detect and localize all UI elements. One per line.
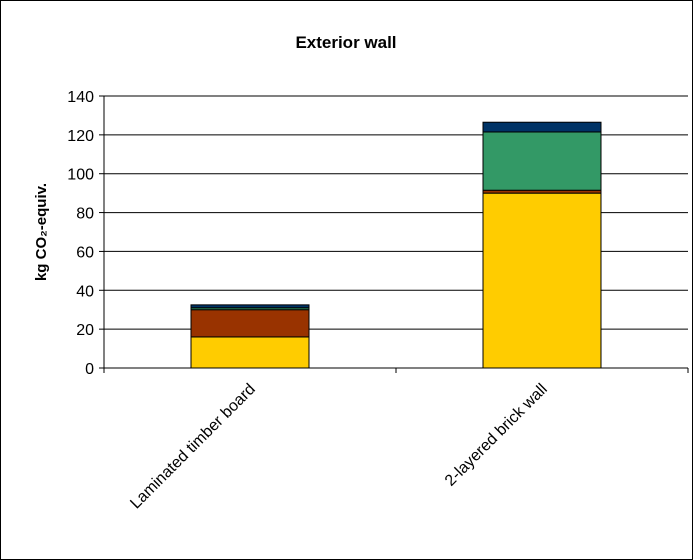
y-tick-label: 80	[76, 206, 94, 223]
y-tick-label: 120	[67, 128, 94, 145]
bar-segment	[482, 121, 602, 133]
x-category-label: 2-layered brick wall	[442, 381, 551, 490]
bars	[190, 121, 602, 369]
bar-segment	[482, 131, 602, 191]
bar-segment	[190, 309, 310, 338]
bar-segment	[190, 304, 310, 309]
y-tick-label: 20	[76, 322, 94, 339]
y-tick-label: 0	[85, 361, 94, 378]
y-tick-label: 140	[67, 89, 94, 106]
y-tick-label: 100	[67, 167, 94, 184]
chart-title: Exterior wall	[295, 33, 396, 52]
y-axis-label: kg CO₂-equiv.	[33, 183, 50, 281]
y-tick-label: 60	[76, 244, 94, 261]
bar-segment	[190, 336, 310, 369]
tick-labels: 0 20 40 60 80 100 120 140 Laminated timber board…	[67, 89, 551, 512]
x-category-label: Laminated timber board	[127, 381, 259, 513]
bar-segment	[482, 192, 602, 369]
axes	[99, 95, 689, 373]
y-tick-label: 40	[76, 283, 94, 300]
